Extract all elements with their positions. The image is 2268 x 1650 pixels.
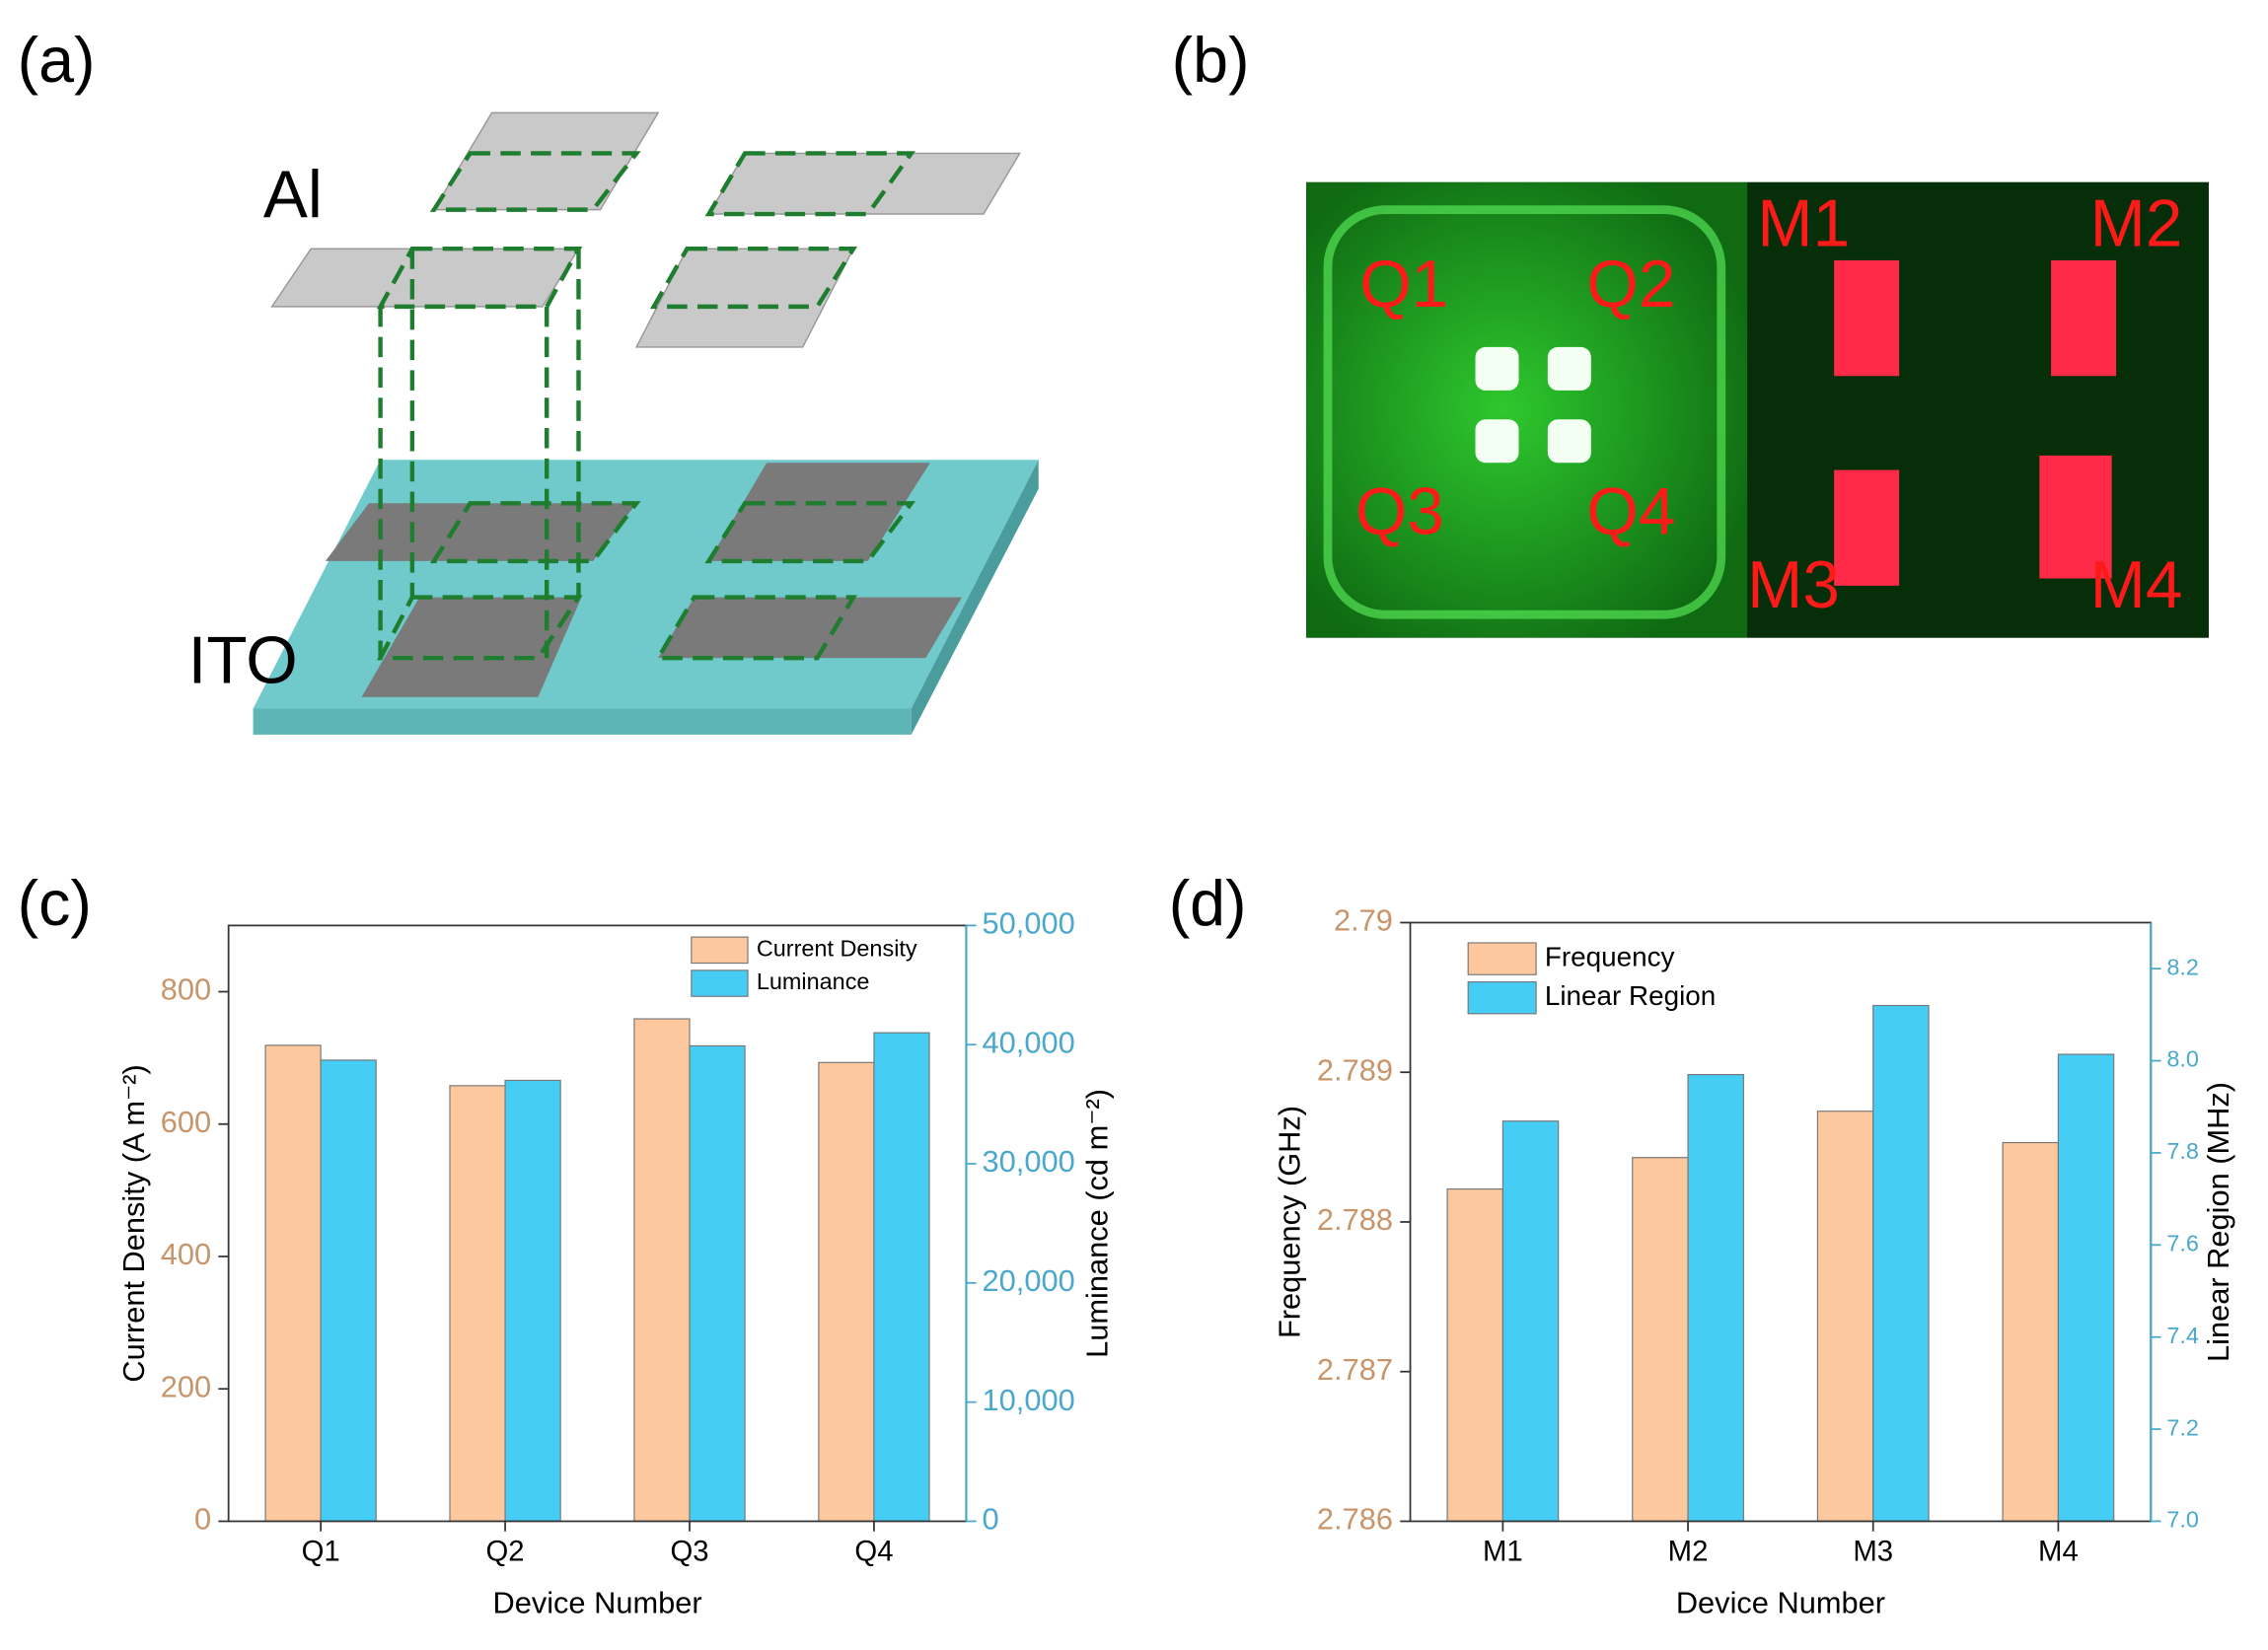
y-tick-label: 2.788 [1317,1202,1393,1237]
y2-tick-label: 30,000 [983,1144,1075,1179]
device-photo [1305,181,2209,638]
bar [1872,1004,1930,1523]
x-tick-label: M1 [1483,1535,1523,1567]
y-tick-label: 600 [161,1105,211,1139]
x-tick-label: M3 [1853,1535,1893,1567]
legend-label: Luminance [757,968,870,994]
layer-label: Al [263,158,323,232]
x-tick-label: Q1 [302,1535,340,1567]
layer-label: ITO [188,623,298,697]
bar [1687,1073,1744,1523]
bar [689,1044,746,1523]
bar [1501,1120,1560,1523]
photo-label: M1 [1757,187,1850,261]
y2-tick-label: 7.0 [2166,1507,2199,1533]
photo-label: Q2 [1586,248,1675,322]
y2-axis-label: Luminance (cd m⁻²) [1079,1089,1114,1358]
bar [449,1085,506,1523]
legend-swatch [691,969,749,997]
photo-label: M2 [2090,187,2183,261]
x-tick-label: Q3 [670,1535,708,1567]
panel-label: (d) [1169,868,1247,939]
bar [873,1032,930,1523]
photo-label: Q3 [1355,474,1444,548]
photo-label: M4 [2090,548,2183,622]
photo-label: Q4 [1586,474,1675,548]
y2-tick-label: 20,000 [983,1263,1075,1298]
panel-label: (c) [18,868,92,939]
panel-label: (b) [1172,25,1250,96]
y2-tick-label: 8.2 [2166,954,2199,979]
y-axis-label: Current Density (A m⁻²) [116,1064,151,1382]
legend-label: Current Density [757,936,917,962]
y2-axis-label: Linear Region (MHz) [2201,1082,2235,1362]
y2-tick-label: 8.0 [2166,1046,2199,1072]
bar [633,1018,691,1523]
y2-tick-label: 50,000 [983,906,1075,941]
y2-tick-label: 40,000 [983,1025,1075,1059]
legend-label: Linear Region [1545,980,1716,1011]
y-tick-label: 0 [194,1502,211,1537]
legend-swatch [1467,980,1537,1015]
y2-tick-label: 7.8 [2166,1138,2199,1164]
bar [2002,1141,2059,1523]
y2-tick-label: 10,000 [983,1383,1075,1417]
x-tick-label: M4 [2038,1535,2079,1567]
x-tick-label: M2 [1668,1535,1709,1567]
y-tick-label: 2.786 [1317,1502,1393,1537]
y-tick-label: 2.787 [1317,1352,1393,1387]
bar [1816,1111,1874,1523]
x-tick-label: Q2 [486,1535,525,1567]
legend-label: Frequency [1545,941,1675,971]
x-axis-label: Device Number [492,1586,701,1620]
x-axis-label: Device Number [1676,1586,1885,1620]
y-tick-label: 2.789 [1317,1052,1393,1087]
bar [2057,1053,2115,1523]
y2-tick-label: 0 [983,1502,999,1537]
x-tick-label: Q4 [854,1535,893,1567]
y-tick-label: 800 [161,972,211,1007]
y2-tick-label: 7.4 [2166,1323,2199,1348]
y-tick-label: 200 [161,1369,211,1403]
y2-tick-label: 7.2 [2166,1414,2199,1440]
photo-label: M3 [1747,548,1840,622]
photo-label: Q1 [1359,248,1448,322]
legend-swatch [1467,942,1537,975]
bar [1446,1187,1503,1523]
bar [504,1079,561,1523]
y-tick-label: 400 [161,1237,211,1271]
panel-label: (a) [18,25,96,96]
device-diagram [253,111,1039,735]
y2-tick-label: 7.6 [2166,1231,2199,1256]
bar [264,1044,322,1523]
bar [818,1061,875,1523]
legend-swatch [691,936,749,965]
y-axis-label: Frequency (GHz) [1272,1106,1306,1338]
bar [320,1059,377,1523]
bar [1632,1157,1689,1523]
y-tick-label: 2.79 [1334,903,1393,938]
